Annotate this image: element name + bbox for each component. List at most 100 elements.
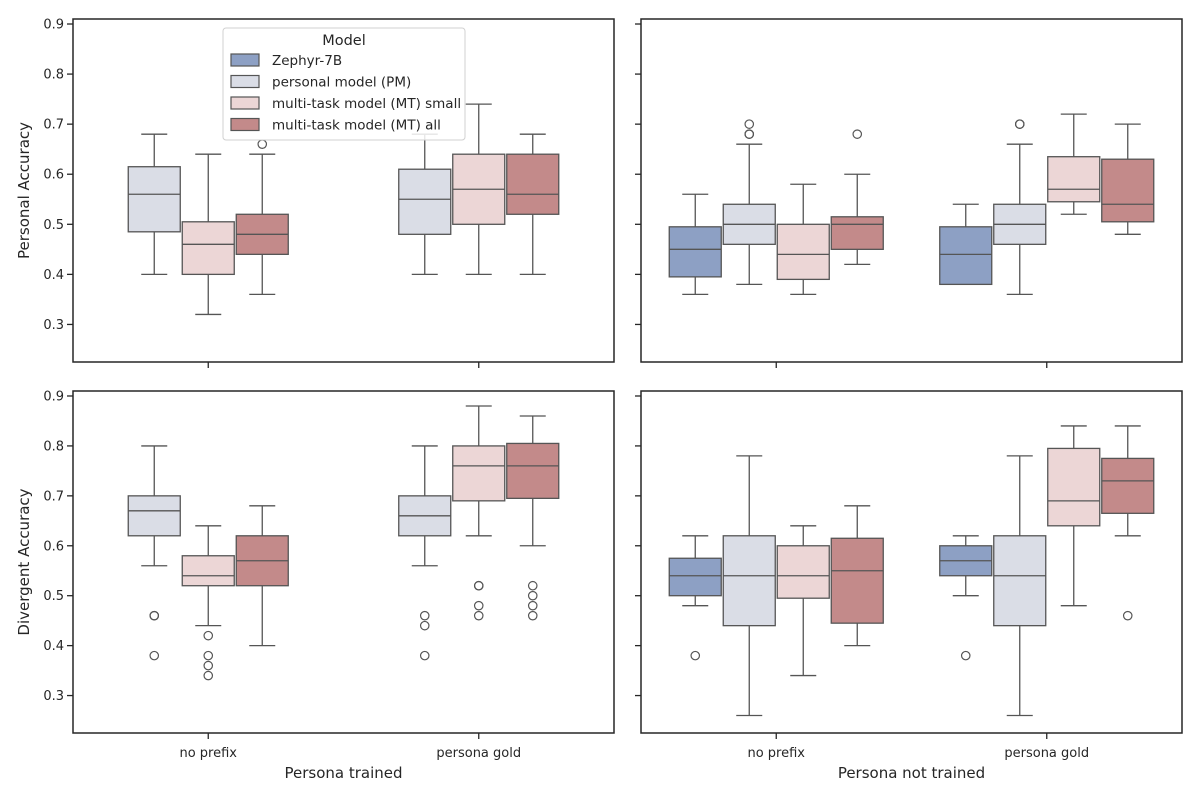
box-body bbox=[993, 535, 1047, 627]
outlier-point bbox=[527, 610, 538, 621]
panel-personal-accuracy-persona-not-trained-frame bbox=[640, 18, 1183, 363]
box-zephyr-7b-no-prefix bbox=[668, 193, 722, 296]
y-tick-label: 0.9 bbox=[43, 389, 64, 404]
box-multi-task-model-mt-all-no-prefix bbox=[235, 505, 289, 647]
box-multi-task-model-mt-all-no-prefix bbox=[830, 505, 884, 647]
box-multi-task-model-mt-small-persona-gold bbox=[1047, 113, 1101, 215]
outlier-point bbox=[527, 580, 538, 591]
legend-label-zephyr: Zephyr-7B bbox=[272, 53, 342, 69]
box-body bbox=[939, 226, 993, 286]
outlier-point bbox=[419, 620, 430, 631]
outlier-point bbox=[203, 670, 214, 681]
outlier-point bbox=[960, 650, 971, 661]
y-tick-label: 0.7 bbox=[43, 118, 64, 133]
box-body bbox=[776, 223, 830, 281]
outlier-point bbox=[744, 119, 755, 129]
x-tick-label-no-prefix: no prefix bbox=[747, 746, 805, 761]
box-multi-task-model-mt-small-no-prefix bbox=[181, 153, 235, 316]
box-multi-task-model-mt-small-no-prefix bbox=[181, 525, 235, 681]
box-zephyr-7b-no-prefix bbox=[668, 535, 722, 661]
box-personal-model-pm-persona-gold bbox=[993, 455, 1047, 717]
y-tick-label: 0.9 bbox=[43, 18, 64, 33]
box-multi-task-model-mt-small-persona-gold bbox=[452, 405, 506, 621]
legend-title: Model bbox=[322, 33, 366, 49]
box-multi-task-model-mt-all-no-prefix bbox=[235, 139, 289, 296]
x-axis-label-persona-trained: Persona trained bbox=[284, 764, 402, 782]
box-multi-task-model-mt-small-persona-gold bbox=[452, 103, 506, 276]
outlier-point bbox=[203, 650, 214, 661]
box-body bbox=[398, 168, 452, 235]
box-body bbox=[776, 545, 830, 599]
outlier-point bbox=[149, 650, 160, 661]
x-tick-label-persona-gold: persona gold bbox=[1004, 746, 1089, 761]
outlier-point bbox=[419, 650, 430, 661]
legend-entry-mt-small: multi-task model (MT) small bbox=[230, 96, 461, 112]
panel-divergent-accuracy-persona-trained-frame bbox=[72, 390, 615, 734]
y-tick-label: 0.3 bbox=[43, 689, 64, 704]
box-multi-task-model-mt-all-persona-gold bbox=[1101, 123, 1155, 235]
panel-divergent-accuracy-persona-not-trained: no prefix persona gold bbox=[635, 390, 1183, 761]
x-tick-label-persona-gold: persona gold bbox=[436, 746, 521, 761]
y-tick-label: 0.6 bbox=[43, 168, 64, 183]
legend-label-mt-small: multi-task model (MT) small bbox=[272, 96, 461, 112]
labels-layer: Personal Accuracy Divergent Accuracy Per… bbox=[15, 122, 985, 782]
y-tick-label: 0.7 bbox=[43, 489, 64, 504]
y-tick-label: 0.5 bbox=[43, 589, 64, 604]
legend-swatch-mt-small bbox=[230, 96, 260, 110]
outlier-point bbox=[473, 600, 484, 611]
box-body bbox=[181, 555, 235, 587]
legend: Model Zephyr-7B personal model (PM) mult… bbox=[222, 27, 466, 141]
box-body bbox=[181, 221, 235, 276]
box-multi-task-model-mt-small-persona-gold bbox=[1047, 425, 1101, 607]
outlier-point bbox=[1122, 610, 1133, 621]
box-zephyr-7b-persona-gold bbox=[939, 535, 993, 661]
y-tick-label: 0.8 bbox=[43, 439, 64, 454]
y-tick-label: 0.5 bbox=[43, 218, 64, 233]
y-tick-label: 0.8 bbox=[43, 68, 64, 83]
panel-personal-accuracy-persona-trained-frame bbox=[72, 18, 615, 363]
legend-frame bbox=[222, 27, 466, 141]
panel-personal-accuracy-persona-not-trained bbox=[635, 18, 1183, 368]
box-multi-task-model-mt-all-persona-gold bbox=[1101, 425, 1155, 621]
box-personal-model-pm-persona-gold bbox=[398, 133, 452, 276]
box-personal-model-pm-no-prefix bbox=[127, 445, 181, 661]
outlier-point bbox=[419, 610, 430, 621]
outlier-point bbox=[527, 600, 538, 611]
legend-swatch-mt-all bbox=[230, 117, 260, 132]
y-axis-label-personal-accuracy: Personal Accuracy bbox=[15, 122, 33, 259]
outlier-point bbox=[473, 610, 484, 621]
box-body bbox=[1101, 158, 1155, 223]
box-body bbox=[1047, 447, 1101, 527]
x-axis-label-persona-not-trained: Persona not trained bbox=[838, 764, 985, 782]
legend-swatch-zephyr bbox=[230, 53, 260, 67]
y-tick-label: 0.3 bbox=[43, 318, 64, 333]
y-tick-label: 0.4 bbox=[43, 268, 64, 283]
panel-divergent-accuracy-persona-trained: 0.3 0.4 0.5 0.6 0.7 0.8 0.9 no prefix persona go… bbox=[43, 389, 615, 761]
box-zephyr-7b-persona-gold bbox=[939, 203, 993, 286]
outlier-point bbox=[1014, 119, 1025, 129]
box-body bbox=[668, 557, 722, 597]
box-body bbox=[127, 166, 181, 233]
legend-entry-personal-model: personal model (PM) bbox=[230, 75, 411, 91]
outlier-point bbox=[690, 650, 701, 661]
box-multi-task-model-mt-small-no-prefix bbox=[776, 525, 830, 677]
outlier-point bbox=[257, 139, 268, 149]
y-axis-label-divergent-accuracy: Divergent Accuracy bbox=[15, 488, 33, 635]
outlier-point bbox=[527, 590, 538, 601]
box-personal-model-pm-no-prefix bbox=[722, 455, 776, 717]
box-personal-model-pm-persona-gold bbox=[993, 119, 1047, 296]
box-body bbox=[506, 442, 560, 499]
panels-layer: 0.30.40.50.60.70.80.90.30.40.50.60.70.80… bbox=[43, 18, 1183, 761]
box-multi-task-model-mt-small-no-prefix bbox=[776, 183, 830, 296]
outlier-point bbox=[852, 129, 863, 139]
box-body bbox=[668, 226, 722, 278]
legend-label-personal-model: personal model (PM) bbox=[272, 75, 411, 91]
y-tick-label: 0.4 bbox=[43, 639, 64, 654]
box-multi-task-model-mt-all-persona-gold bbox=[506, 415, 560, 621]
box-personal-model-pm-persona-gold bbox=[398, 445, 452, 661]
box-body bbox=[452, 445, 506, 502]
box-body bbox=[1101, 457, 1155, 514]
panel-divergent-accuracy-persona-not-trained-frame bbox=[640, 390, 1183, 734]
box-body bbox=[830, 216, 884, 250]
